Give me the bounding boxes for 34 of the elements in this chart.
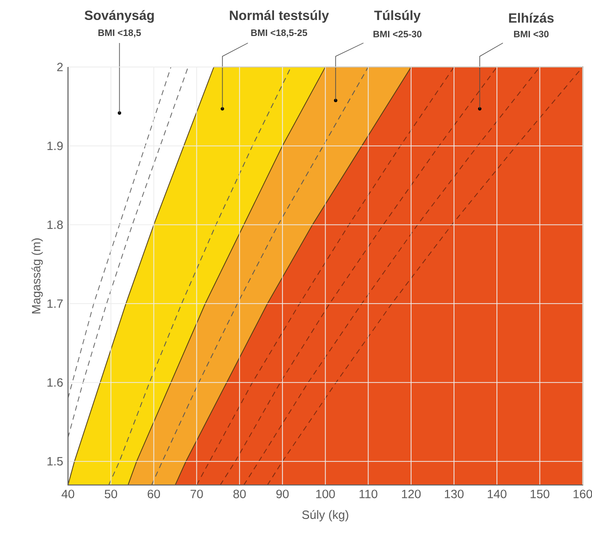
text: BMI <18,5-25 [251,29,308,38]
line-series [108,66,292,486]
text: Túlsúly [374,10,421,23]
x-tick-label: 140 [488,490,506,498]
x-tick-label: 130 [444,490,464,498]
x-tick-label: 50 [104,490,118,498]
y-tick-label: 1.9 [48,142,63,150]
x-tick-label: 160 [574,490,592,498]
x-tick-label: 40 [62,490,74,498]
x-tick-label: 90 [276,490,289,498]
x-tick-label: 110 [360,490,378,498]
y-axis-title: Magasság (m) [31,238,43,314]
x-tick-label: 100 [316,490,335,498]
line-series [196,66,454,486]
x-axis-title: Súly (kg) [302,510,348,522]
text: Soványság [84,10,154,23]
y-tick-label: 1.6 [48,378,63,387]
line-series [220,66,498,486]
text: Elhízás [509,12,554,23]
y-tick-label: 1.8 [48,220,63,229]
text: BMI <30 [514,30,549,38]
x-tick-label: 150 [530,490,550,498]
text: Normál testsúly [230,10,329,23]
x-tick-label: 60 [148,490,160,498]
y-tick-label: 1.5 [48,457,63,466]
x-tick-label: 70 [190,490,203,498]
line-series [267,66,584,486]
y-tick-label: 2 [57,62,63,72]
text: BMI <25-30 [374,30,422,38]
line-series [243,66,540,486]
x-tick-label: 120 [402,490,421,498]
text: BMI <18,5 [98,29,141,38]
y-tick-label: 1.7 [48,299,63,308]
x-tick-label: 80 [233,490,246,498]
